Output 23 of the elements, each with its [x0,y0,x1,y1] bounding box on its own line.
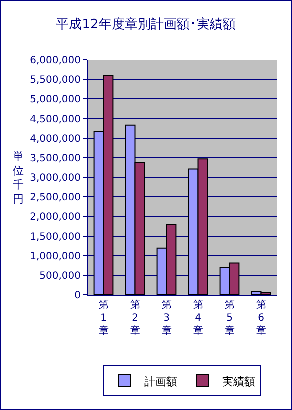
x-tick-label: 第1章 [98,299,109,337]
y-tick-label: 3,000,000 [30,173,81,184]
x-tick-label: 第3章 [162,299,172,337]
legend-label: 計画額 [144,375,178,388]
legend-label: 実績額 [222,375,256,388]
y-tick-label: 2,000,000 [30,212,81,224]
y-tick-label: 5,000,000 [30,94,81,106]
x-tick-label: 第6章 [256,299,266,337]
y-tick-label: 5,500,000 [30,75,81,86]
y-tick-label: 4,500,000 [30,114,81,126]
y-axis-title: 単位千円 [13,150,24,206]
y-tick-label: 1,000,000 [30,251,81,262]
y-tick-label: 0 [74,290,81,302]
x-tick-label: 第5章 [224,299,235,337]
y-tick-label: 6,000,000 [30,56,81,66]
chart-title: 平成12年度章別計画額･実績額 [56,16,236,32]
x-tick-label: 第2章 [130,299,140,337]
x-tick-label: 第4章 [193,299,204,337]
y-tick-label: 2,500,000 [30,192,81,204]
y-tick-label: 4,000,000 [30,134,81,145]
y-tick-label: 500,000 [40,270,81,282]
y-tick-label: 3,500,000 [30,153,81,164]
y-tick-label: 1,500,000 [30,232,81,243]
